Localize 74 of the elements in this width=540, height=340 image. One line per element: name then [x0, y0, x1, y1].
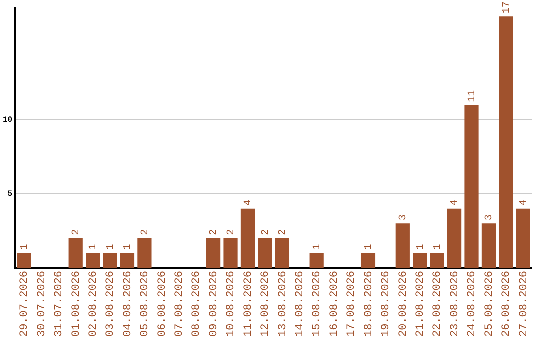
x-tick-label: 12.08.2026: [260, 270, 272, 338]
data-label: 1: [416, 244, 427, 250]
x-tick-label: 08.08.2026: [191, 270, 204, 338]
x-tick-label: 04.08.2026: [122, 270, 134, 338]
x-tick-label: 27.08.2026: [518, 270, 530, 338]
x-tick-label: 03.08.2026: [105, 270, 118, 338]
bar: [206, 238, 221, 268]
x-tick-label: 15.08.2026: [312, 270, 324, 338]
x-tick-label: 29.07.2026: [19, 270, 32, 338]
data-label: 1: [364, 244, 376, 250]
data-label: 4: [519, 200, 530, 206]
data-label: 1: [88, 244, 100, 250]
x-tick-label: 25.08.2026: [484, 270, 496, 338]
bar: [361, 253, 376, 268]
data-label: 2: [209, 229, 220, 236]
data-label: 4: [244, 200, 255, 206]
data-label: 2: [140, 229, 152, 236]
y-tick-label: 10: [2, 116, 13, 126]
x-tick-label: 10.08.2026: [226, 270, 238, 338]
x-tick-label: 01.08.2026: [70, 270, 83, 338]
data-label: 2: [260, 229, 272, 236]
bar: [499, 16, 514, 268]
data-label: 4: [450, 200, 462, 206]
data-label: 11: [467, 90, 478, 102]
x-tick-label: 09.08.2026: [208, 270, 220, 338]
x-tick-label: 31.07.2026: [54, 270, 66, 338]
x-tick-label: 07.08.2026: [174, 270, 186, 338]
x-tick-label: 18.08.2026: [363, 270, 376, 338]
bar: [516, 208, 530, 268]
data-label: 1: [432, 244, 444, 250]
bar: [103, 253, 118, 268]
x-tick-label: 30.07.2026: [36, 270, 48, 338]
x-tick-label: 06.08.2026: [156, 270, 169, 338]
data-label: 1: [123, 244, 134, 250]
x-tick-label: 20.08.2026: [398, 270, 410, 338]
bar: [413, 253, 428, 268]
data-label: 2: [278, 229, 290, 236]
bar: [120, 253, 135, 268]
y-tick-label: 5: [8, 190, 13, 200]
x-tick-label: 13.08.2026: [277, 270, 290, 338]
x-tick-label: 21.08.2026: [415, 270, 428, 338]
bar: [275, 238, 290, 268]
bar: [396, 224, 410, 268]
x-tick-label: 05.08.2026: [140, 270, 152, 338]
x-tick-label: 17.08.2026: [346, 270, 358, 338]
bar: [430, 253, 444, 268]
data-label: 2: [226, 229, 238, 236]
bar: [310, 253, 324, 268]
x-tick-label: 22.08.2026: [432, 270, 444, 338]
x-tick-label: 11.08.2026: [242, 270, 255, 338]
bar: [482, 224, 496, 268]
x-tick-label: 14.08.2026: [294, 270, 307, 338]
x-tick-label: 23.08.2026: [449, 270, 462, 338]
x-tick-label: 24.08.2026: [466, 270, 479, 338]
bar: [68, 238, 83, 268]
data-label: 3: [484, 214, 496, 221]
bar: [240, 208, 256, 268]
bar: [258, 238, 272, 268]
bar: [224, 238, 238, 268]
data-label: 1: [312, 244, 324, 250]
bar: [17, 253, 32, 268]
data-label: 2: [71, 229, 82, 236]
bar: [464, 105, 479, 268]
bar: [447, 208, 462, 268]
data-label: 1: [106, 244, 117, 250]
x-tick-label: 02.08.2026: [88, 270, 100, 338]
data-label: 3: [398, 214, 410, 221]
bar: [138, 238, 152, 268]
x-tick-label: 19.08.2026: [380, 270, 393, 338]
x-tick-label: 26.08.2026: [501, 270, 514, 338]
data-label: 17: [502, 2, 513, 14]
x-tick-label: 16.08.2026: [328, 270, 341, 338]
bar: [86, 253, 100, 268]
data-label: 1: [20, 244, 31, 250]
